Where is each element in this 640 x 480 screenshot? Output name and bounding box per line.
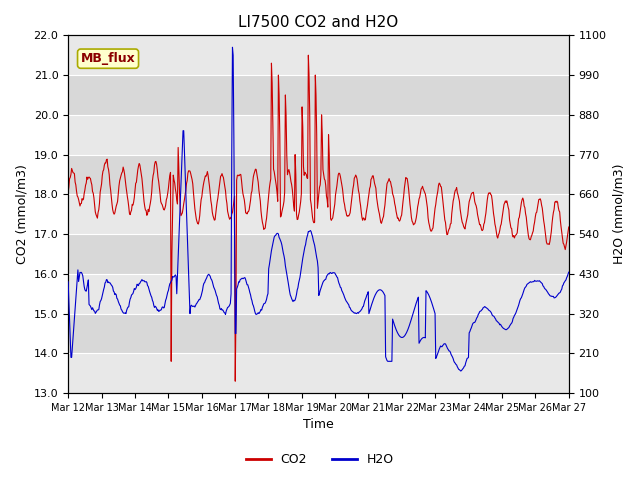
Legend: CO2, H2O: CO2, H2O bbox=[241, 448, 399, 471]
Bar bbox=[68, 75, 569, 115]
Bar bbox=[68, 155, 569, 194]
Y-axis label: CO2 (mmol/m3): CO2 (mmol/m3) bbox=[15, 164, 28, 264]
Bar bbox=[68, 313, 569, 353]
Bar bbox=[68, 36, 569, 75]
Bar bbox=[68, 234, 569, 274]
Text: MB_flux: MB_flux bbox=[81, 52, 136, 65]
Bar bbox=[68, 115, 569, 155]
X-axis label: Time: Time bbox=[303, 419, 334, 432]
Title: LI7500 CO2 and H2O: LI7500 CO2 and H2O bbox=[238, 15, 399, 30]
Bar bbox=[68, 274, 569, 313]
Bar bbox=[68, 194, 569, 234]
Y-axis label: H2O (mmol/m3): H2O (mmol/m3) bbox=[612, 164, 625, 264]
Bar bbox=[68, 353, 569, 393]
